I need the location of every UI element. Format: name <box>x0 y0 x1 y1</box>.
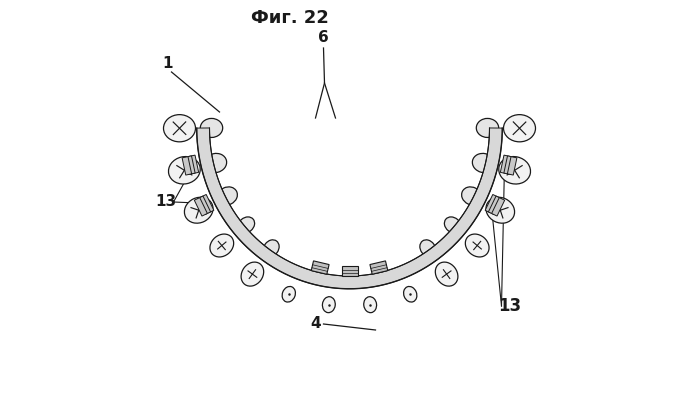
Polygon shape <box>311 261 329 274</box>
Polygon shape <box>507 157 517 175</box>
Ellipse shape <box>201 118 223 138</box>
Ellipse shape <box>473 153 495 173</box>
Ellipse shape <box>486 197 514 223</box>
Text: 13: 13 <box>155 194 176 210</box>
Polygon shape <box>196 128 503 289</box>
Polygon shape <box>500 155 510 174</box>
Polygon shape <box>201 194 214 213</box>
Polygon shape <box>189 155 199 174</box>
Ellipse shape <box>435 262 458 286</box>
Polygon shape <box>186 156 195 174</box>
Ellipse shape <box>168 156 200 184</box>
Ellipse shape <box>185 197 213 223</box>
Ellipse shape <box>217 187 238 205</box>
Polygon shape <box>489 196 501 214</box>
Ellipse shape <box>264 240 279 257</box>
Polygon shape <box>491 198 505 216</box>
Polygon shape <box>182 157 192 175</box>
Polygon shape <box>194 198 208 216</box>
Polygon shape <box>370 261 388 274</box>
Ellipse shape <box>461 187 482 205</box>
Polygon shape <box>342 266 357 276</box>
Polygon shape <box>198 196 210 214</box>
Ellipse shape <box>238 217 254 233</box>
Ellipse shape <box>164 115 196 142</box>
Ellipse shape <box>204 153 226 173</box>
Ellipse shape <box>322 297 336 313</box>
Ellipse shape <box>503 115 535 142</box>
Ellipse shape <box>210 234 233 257</box>
Text: 4: 4 <box>310 316 321 332</box>
Ellipse shape <box>445 217 461 233</box>
Ellipse shape <box>499 156 531 184</box>
Ellipse shape <box>420 240 435 257</box>
Ellipse shape <box>466 234 489 257</box>
Polygon shape <box>504 156 513 174</box>
Ellipse shape <box>476 118 498 138</box>
Text: Фиг. 22: Фиг. 22 <box>250 9 329 27</box>
Ellipse shape <box>403 286 417 302</box>
Ellipse shape <box>363 297 377 313</box>
Ellipse shape <box>282 286 296 302</box>
Polygon shape <box>485 194 498 213</box>
Ellipse shape <box>241 262 264 286</box>
Text: 1: 1 <box>162 56 173 72</box>
Text: 13: 13 <box>498 297 521 315</box>
Text: 6: 6 <box>318 30 329 46</box>
